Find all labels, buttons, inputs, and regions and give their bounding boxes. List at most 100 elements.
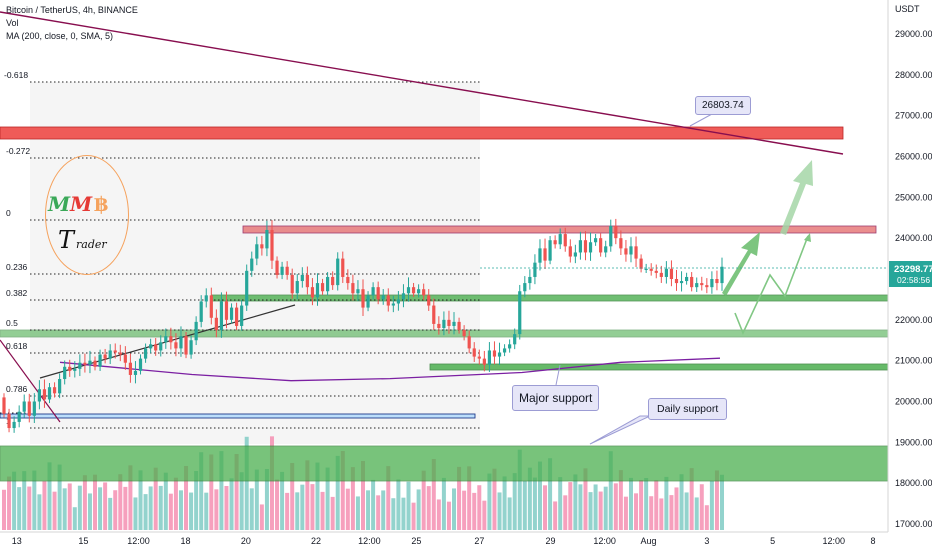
volume-bar [603,486,608,530]
descending-trendline[interactable] [0,11,844,155]
major-support-zone[interactable] [429,363,889,371]
volume-bar [295,492,300,530]
candle-body [599,238,603,253]
volume-bar [416,489,421,530]
candle-body [523,283,527,292]
candle-body [351,283,355,294]
resistance-zone-upper[interactable] [0,126,844,140]
volume-bar [431,459,436,530]
price-tick-label: 22000.00 [895,315,932,325]
volume-bar [32,470,37,530]
candle-body [154,344,158,351]
volume-bar [421,470,426,530]
volume-bar [194,471,199,530]
candle-body [487,350,492,365]
volume-bar [689,468,694,530]
volume-bar [290,463,295,530]
candle-body [427,295,431,306]
blue-support-line[interactable] [0,413,476,419]
candle-body [108,350,112,359]
volume-bar [264,469,269,530]
candle-body [7,413,11,429]
logo-m-green: M [48,192,71,216]
volume-bar [669,495,674,530]
candle-body [133,370,138,375]
resistance-zone-lower[interactable] [242,225,877,234]
volume-bar [654,480,659,530]
volume-bar [578,484,583,530]
time-tick-label: 12:00 [127,536,150,546]
candle-body [695,283,699,288]
candle-body [492,350,497,357]
volume-bar [618,470,623,530]
volume-bar [325,467,330,530]
candle-body [417,289,421,294]
projection-path [734,235,809,336]
candle-body [174,342,178,349]
time-tick-label: 15 [78,536,88,546]
candle-body [290,274,294,294]
last-price-value: 23298.77 [894,264,932,275]
volume-bar [376,495,381,530]
projection-arrow-long [780,160,813,235]
volume-bar [457,466,462,530]
volume-bar [623,496,628,530]
candle-body [320,283,325,292]
volume-bar [664,476,669,530]
volume-bar [694,497,699,530]
volume-bar [381,490,386,530]
candle-body [371,287,375,296]
price-tick-label: 27000.00 [895,111,932,121]
fib-level-label: -0.618 [4,70,28,80]
daily-support-zone[interactable] [0,445,889,482]
ascending-trendline[interactable] [39,304,296,379]
time-axis[interactable]: 13 15 12:00 18 20 22 12:00 25 27 29 12:00 Aug 3 5 12:0… [12,536,876,546]
volume-bar [426,486,431,530]
candle-body [649,268,653,271]
candle-body [609,225,613,247]
volume-bar [224,486,229,530]
volume-bar [588,492,593,530]
volume-bar [184,466,189,530]
fib-level-label: -0.272 [6,146,30,156]
candle-body [710,279,714,288]
candle-body [472,348,476,357]
candle-body [98,354,102,367]
volume-bar [305,460,310,530]
logo-m-red: M [70,192,93,216]
candle-body [588,242,593,253]
volume-bar [477,485,482,530]
candle-body [234,307,239,326]
candle-body [143,348,148,359]
volume-bar [573,474,578,530]
volume-bar [320,491,325,530]
fib-level-label: 0 [6,208,11,218]
candle-body [27,401,31,416]
candle-body [381,295,385,300]
ma-label: MA (200, close, 0, SMA, 5) [6,31,114,41]
candle-body [204,295,208,302]
candle-body [685,276,689,282]
candle-body [42,389,47,400]
time-tick-label: 12:00 [823,536,846,546]
volume-bar [62,488,67,530]
candle-body [315,283,320,298]
candle-body [255,244,259,259]
price-tag-callout[interactable]: 26803.74 [695,96,751,115]
daily-support-callout[interactable]: Daily support [648,398,728,420]
volume-bar [300,484,305,530]
time-tick-label: Aug [640,536,656,546]
trader-logo: M M ฿ T rader [45,155,129,275]
candle-body [406,287,411,294]
left-descending-trendline[interactable] [0,339,61,423]
volume-bar [285,492,290,530]
candle-body [245,270,249,306]
candle-body [391,303,395,306]
candle-body [614,225,618,239]
candle-body [275,260,279,275]
major-support-callout[interactable]: Major support [512,385,600,411]
volume-label: Vol [6,18,19,28]
volume-bar [553,501,558,530]
